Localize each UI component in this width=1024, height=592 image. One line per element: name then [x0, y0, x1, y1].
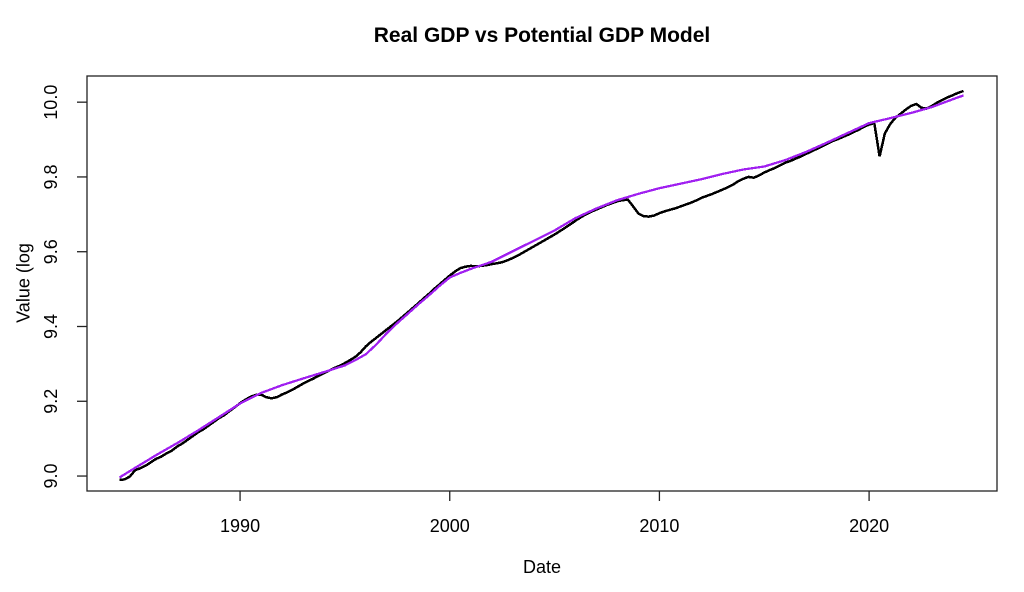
x-tick-label: 1990 — [220, 516, 260, 536]
chart-title: Real GDP vs Potential GDP Model — [373, 24, 711, 47]
y-tick-label: 10.0 — [41, 85, 61, 120]
y-tick-label: 9.2 — [41, 389, 61, 414]
y-tick-label: 9.4 — [41, 314, 61, 339]
x-tick-label: 2010 — [639, 516, 679, 536]
plot-box — [86, 75, 998, 492]
y-tick-label: 9.0 — [41, 464, 61, 489]
x-axis-label: Date — [522, 557, 562, 577]
y-tick-label: 9.8 — [41, 164, 61, 189]
y-tick-label: 9.6 — [41, 239, 61, 264]
x-tick-label: 2000 — [430, 516, 470, 536]
x-tick-label: 2020 — [849, 516, 889, 536]
series-line-real-gdp — [119, 89, 964, 482]
series-line-potential-gdp-model — [118, 94, 964, 479]
